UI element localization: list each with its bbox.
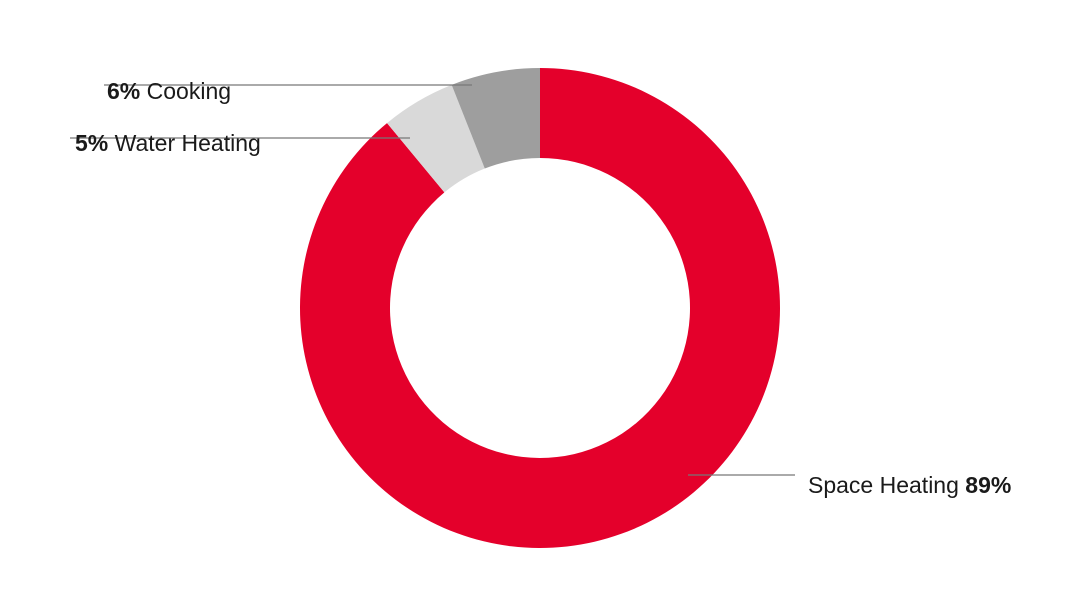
segment-percent-space_heating: 89% — [965, 472, 1011, 498]
segment-percent-cooking: 6% — [107, 78, 140, 104]
segment-label-space_heating: Space Heating 89% — [808, 472, 1011, 499]
segment-name-water_heating: Water Heating — [115, 130, 261, 156]
segment-label-cooking: 6% Cooking — [107, 78, 231, 105]
donut-chart-container: Space Heating 89% 6% Cooking 5% Water Heat… — [0, 0, 1080, 616]
segment-name-space_heating: Space Heating — [808, 472, 959, 498]
segment-name-cooking: Cooking — [147, 78, 231, 104]
segment-percent-water_heating: 5% — [75, 130, 108, 156]
segment-label-water_heating: 5% Water Heating — [75, 130, 261, 157]
